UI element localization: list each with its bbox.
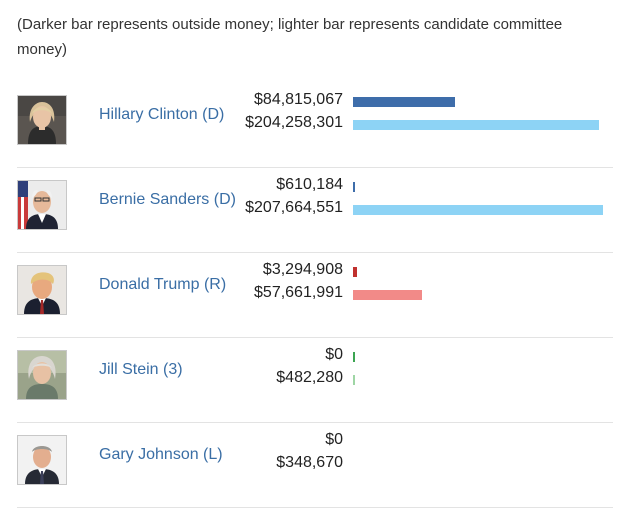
committee-money-bar	[353, 205, 603, 215]
committee-money-label: $482,280	[276, 369, 343, 386]
outside-money-label: $0	[325, 431, 343, 448]
outside-money-label: $3,294,908	[262, 261, 343, 278]
row-divider	[17, 422, 613, 423]
committee-money-label: $57,661,991	[254, 284, 343, 301]
candidate-name[interactable]: Donald Trump (R)	[99, 276, 227, 293]
row-divider	[17, 167, 613, 168]
outside-money-label: $0	[325, 346, 343, 363]
chart-note: (Darker bar represents outside money; li…	[17, 16, 563, 58]
row-divider	[17, 252, 613, 253]
committee-money-label: $207,664,551	[245, 199, 343, 216]
candidate-row: Jill Stein (3) $0 $482,280	[17, 338, 613, 423]
committee-money-bar	[353, 375, 355, 385]
committee-money-bar	[353, 290, 423, 300]
donald-trump-photo[interactable]	[17, 265, 67, 315]
committee-money-bar	[353, 120, 599, 130]
hillary-clinton-photo[interactable]	[17, 95, 67, 145]
candidate-row: Bernie Sanders (D) $610,184 $207,664,551	[17, 168, 613, 253]
outside-money-bar	[353, 182, 355, 192]
candidate-name[interactable]: Bernie Sanders (D)	[99, 191, 236, 208]
row-divider	[17, 507, 613, 508]
row-divider	[17, 337, 613, 338]
jill-stein-photo[interactable]	[17, 350, 67, 400]
outside-money-bar	[353, 352, 355, 362]
outside-money-bar	[353, 267, 357, 277]
candidate-name[interactable]: Jill Stein (3)	[99, 361, 183, 378]
candidate-row: Hillary Clinton (D) $84,815,067 $204,258…	[17, 83, 613, 168]
bernie-sanders-photo[interactable]	[17, 180, 67, 230]
outside-money-label: $84,815,067	[254, 91, 343, 108]
outside-money-bar	[353, 97, 456, 107]
candidate-name[interactable]: Gary Johnson (L)	[99, 446, 223, 463]
committee-money-label: $348,670	[276, 454, 343, 471]
candidate-name[interactable]: Hillary Clinton (D)	[99, 106, 225, 123]
committee-money-label: $204,258,301	[245, 114, 343, 131]
gary-johnson-photo[interactable]	[17, 435, 67, 485]
outside-money-label: $610,184	[276, 176, 343, 193]
candidate-row: Donald Trump (R) $3,294,908 $57,661,991	[17, 253, 613, 338]
candidate-row: Gary Johnson (L) $0 $348,670	[17, 423, 613, 508]
